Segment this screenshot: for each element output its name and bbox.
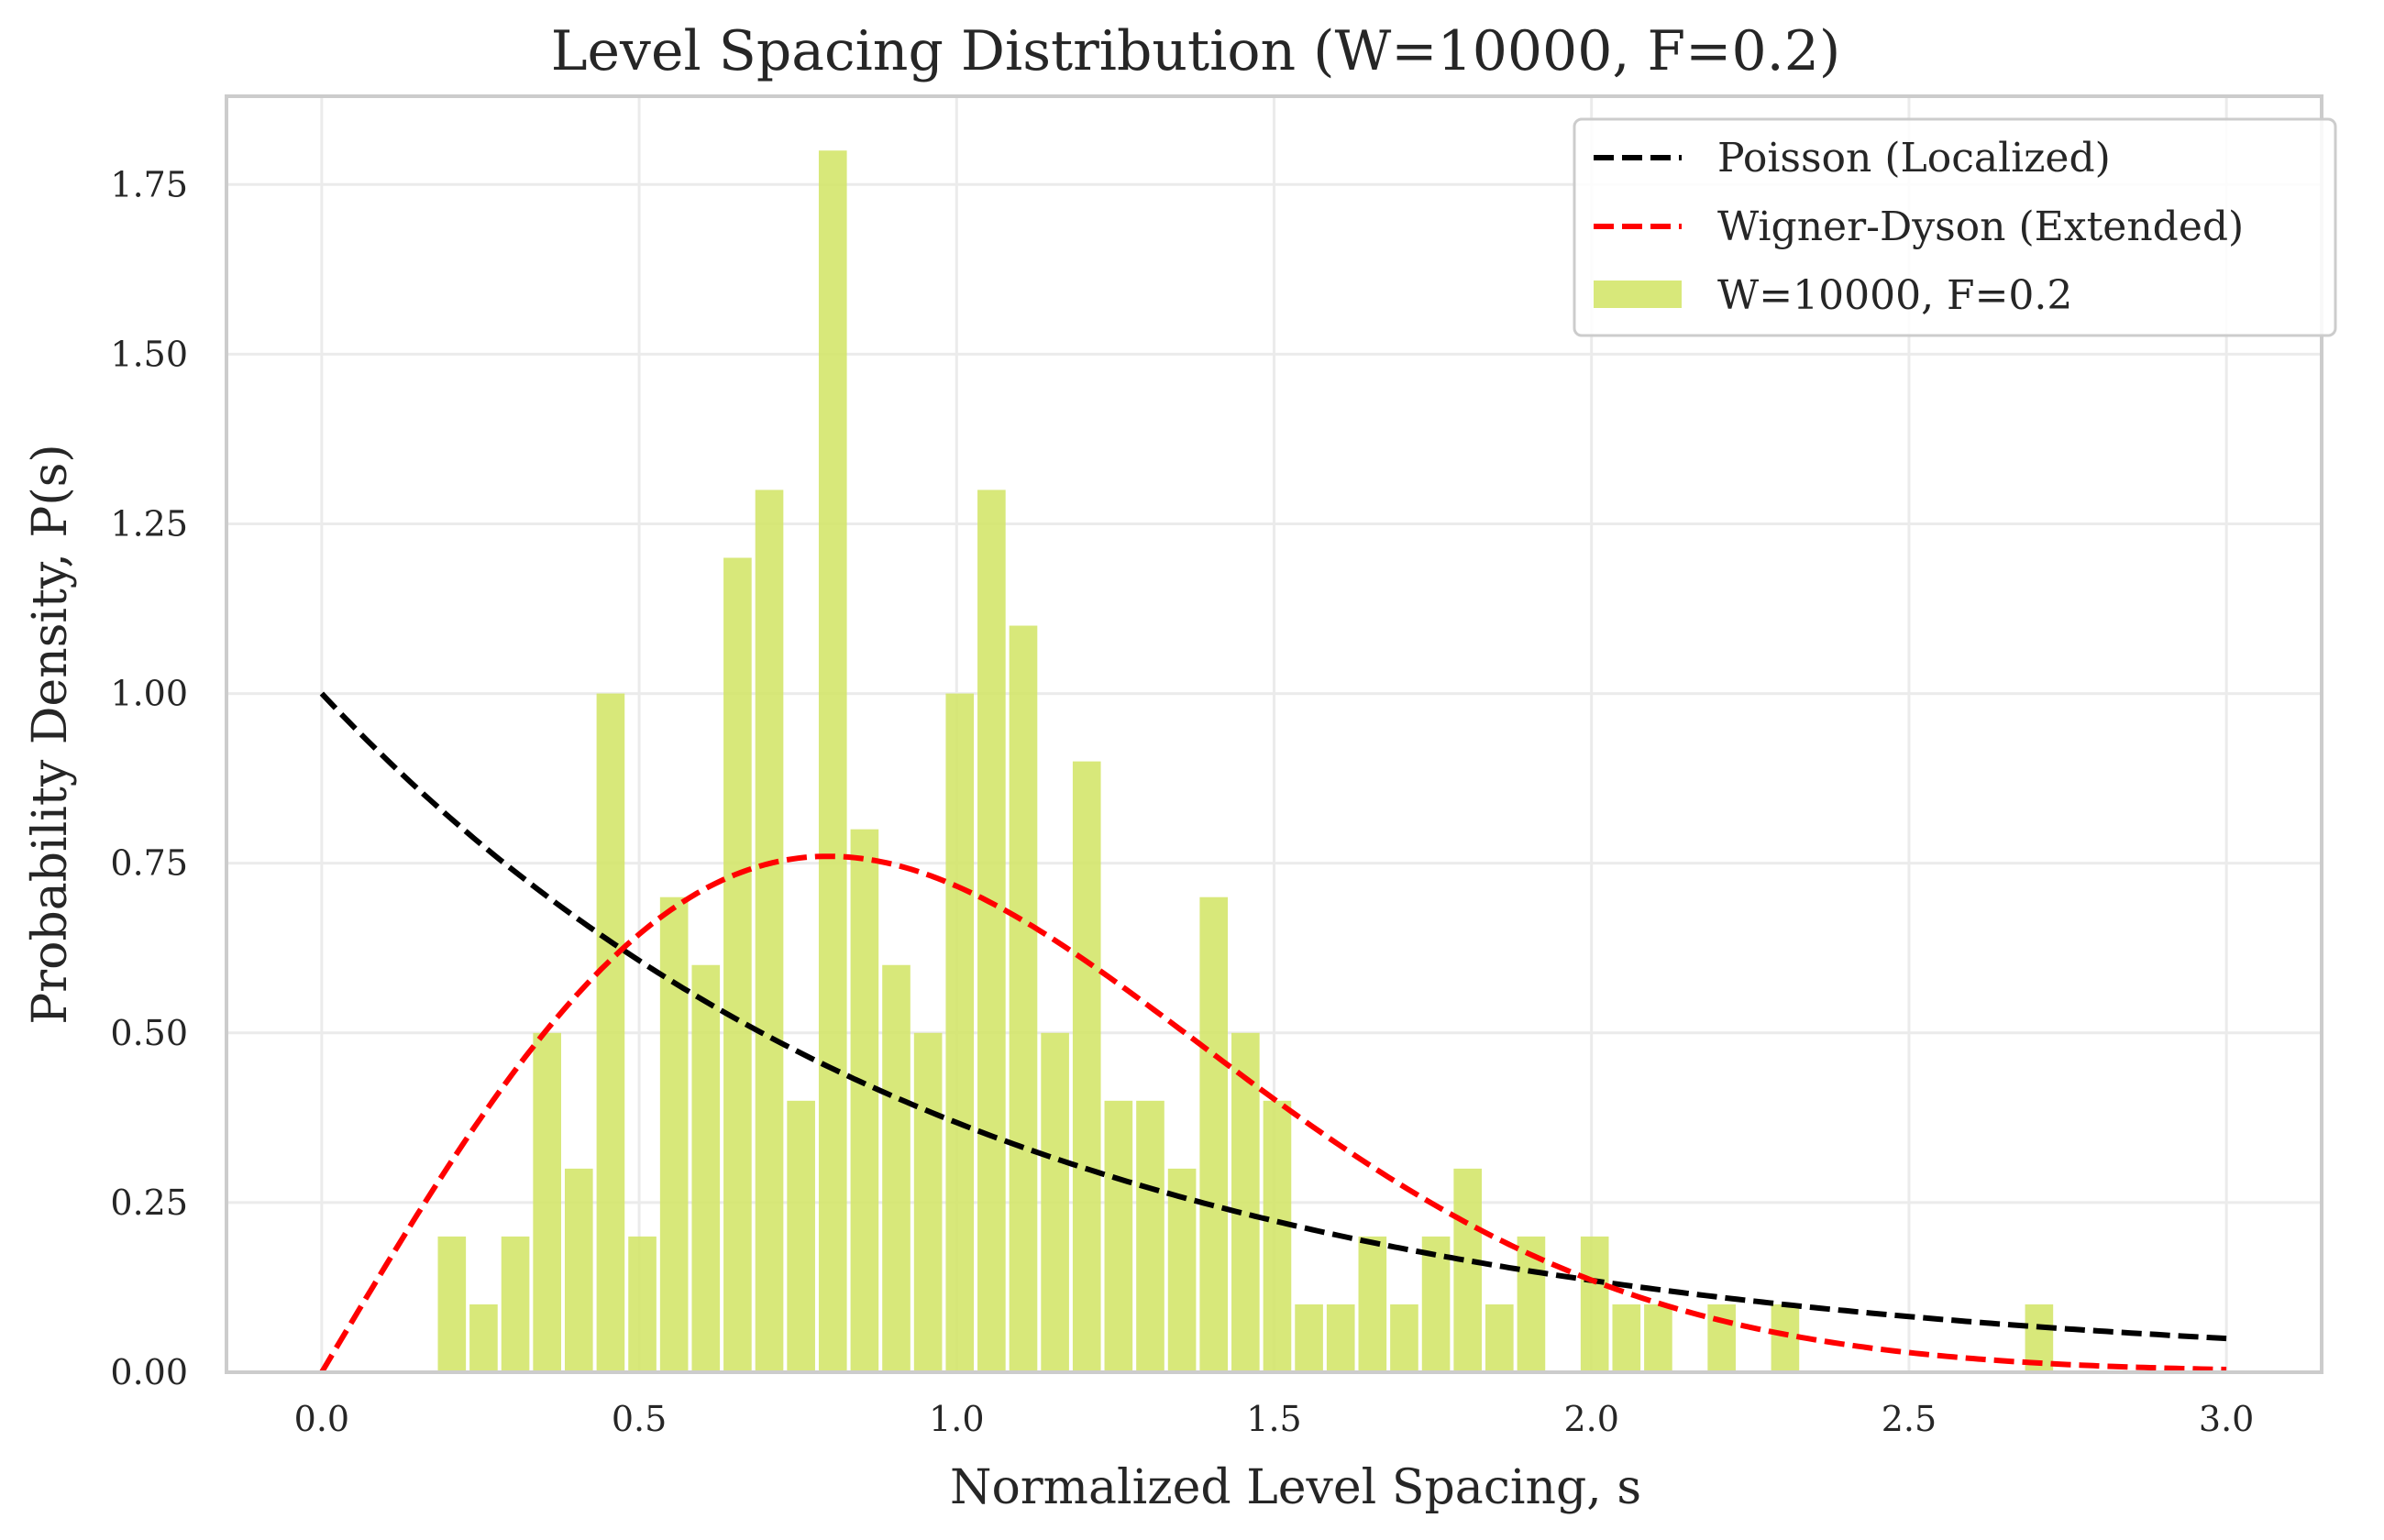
histogram-bar [1295,1304,1323,1372]
y-tick-labels: 0.00 0.25 0.50 0.75 1.00 1.25 1.50 1.75 [110,164,188,1392]
histogram-bar [659,896,689,1372]
x-tick-label: 1.0 [929,1399,984,1439]
histogram-bar [437,1236,467,1372]
histogram-bar [882,964,911,1372]
histogram-bar [1263,1100,1292,1372]
histogram-bar [1453,1168,1482,1372]
y-tick-label: 1.25 [110,503,188,544]
x-axis-label: Normalized Level Spacing, s [950,1460,1641,1515]
histogram-bar [723,557,752,1372]
poisson-curve [319,691,2227,1342]
legend-handle-histogram [1594,280,1682,308]
histogram-bar [501,1236,530,1372]
histogram-bar [1231,1032,1260,1372]
histogram-bar [1041,1032,1069,1372]
histogram-bar [1580,1236,1609,1372]
x-tick-label: 3.0 [2199,1399,2254,1439]
histogram-bar [628,1236,657,1372]
histogram-bar [787,1100,815,1372]
y-tick-label: 1.50 [110,334,188,374]
histogram-bar [564,1168,593,1372]
y-tick-label: 1.75 [110,164,188,204]
histogram-bar [1644,1304,1672,1372]
histogram-bar [850,829,879,1372]
histogram-bar [1771,1304,1800,1372]
legend: Poisson (Localized) Wigner-Dyson (Extend… [1573,117,2337,337]
histogram-bar [755,490,784,1372]
histogram-bar [1009,625,1038,1372]
histogram-bar [469,1304,498,1372]
histogram-bar [596,693,625,1372]
legend-label-histogram: W=10000, F=0.2 [1717,272,2072,319]
histogram-bar [1390,1304,1418,1372]
histogram-bar [1358,1236,1387,1372]
histogram-bar [945,693,975,1372]
y-axis-label: Probability Density, P(s) [23,444,78,1024]
histogram-bar [1104,1100,1133,1372]
wigner-dyson-curve [319,853,2227,1374]
histogram-bar [913,1032,943,1372]
plot-frame [225,94,2323,1374]
x-tick-label: 0.5 [612,1399,667,1439]
histogram-bar [1136,1100,1164,1372]
x-tick-label: 2.5 [1882,1399,1937,1439]
histogram-bar [1072,761,1101,1372]
y-tick-label: 0.75 [110,843,188,884]
chart-title: Level Spacing Distribution (W=10000, F=0… [551,19,1841,83]
histogram-bar [691,964,721,1372]
legend-box [1573,117,2337,337]
legend-label-wigner: Wigner-Dyson (Extended) [1717,204,2244,250]
y-tick-label: 0.50 [110,1013,188,1053]
histogram-bar [1199,896,1229,1372]
histogram-bar [1707,1304,1736,1372]
histogram-bar [977,490,1006,1372]
histogram-bar [818,150,847,1373]
x-tick-label: 0.0 [294,1399,349,1439]
x-tick-label: 2.0 [1563,1399,1618,1439]
x-tick-label: 1.5 [1246,1399,1301,1439]
histogram-bar [1485,1304,1514,1372]
y-tick-label: 0.25 [110,1182,188,1223]
y-tick-label: 1.00 [110,674,188,714]
curve-lines [319,691,2227,1374]
histogram-bar [1612,1304,1641,1372]
histogram-bar [1167,1168,1197,1372]
histogram-bar [533,1032,561,1372]
x-tick-labels: 0.0 0.5 1.0 1.5 2.0 2.5 3.0 [294,1399,2255,1439]
legend-label-poisson: Poisson (Localized) [1717,135,2111,182]
histogram-bar [1326,1304,1355,1372]
y-tick-label: 0.00 [110,1352,188,1392]
